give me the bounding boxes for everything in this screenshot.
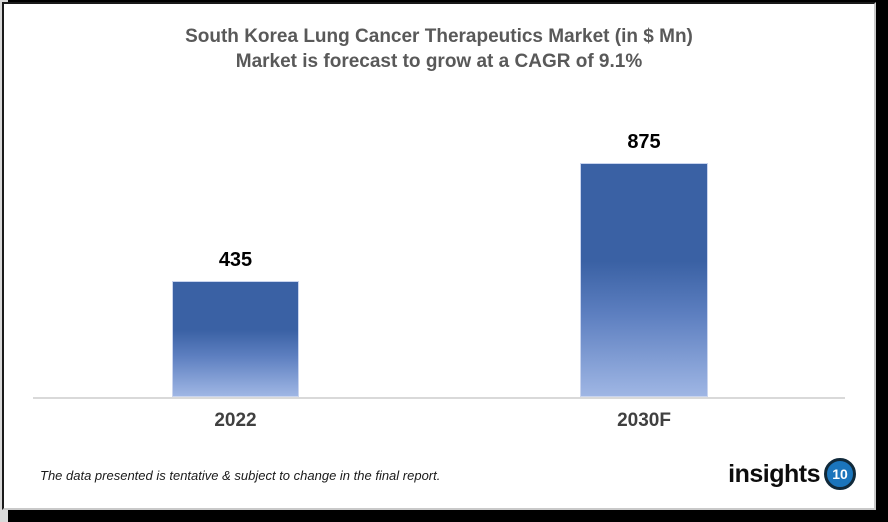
x-axis-line	[33, 397, 845, 399]
x-axis-label-2022: 2022	[214, 410, 257, 431]
bar-group-2022: 435	[172, 249, 299, 397]
x-axis-label-2030f: 2030F	[617, 410, 671, 431]
logo-text: insights	[728, 459, 820, 488]
chart-title-line2: Market is forecast to grow at a CAGR of …	[235, 51, 643, 72]
logo-number-badge: 10	[824, 458, 856, 490]
footer: The data presented is tentative & subjec…	[4, 458, 874, 498]
bar-group-2030f: 875	[580, 131, 708, 397]
bar-2022	[172, 281, 299, 397]
insights10-logo: insights 10	[728, 458, 856, 490]
data-label-2030f: 875	[627, 131, 661, 153]
chart-title-line1: South Korea Lung Cancer Therapeutics Mar…	[185, 26, 693, 47]
data-label-2022: 435	[218, 249, 253, 271]
bar-2030f	[580, 163, 708, 397]
plot-area: 435 875 2022 2030F	[4, 4, 874, 508]
chart-panel: South Korea Lung Cancer Therapeutics Mar…	[2, 2, 876, 510]
disclaimer-note: The data presented is tentative & subjec…	[40, 468, 441, 483]
chart-title: South Korea Lung Cancer Therapeutics Mar…	[4, 24, 874, 74]
